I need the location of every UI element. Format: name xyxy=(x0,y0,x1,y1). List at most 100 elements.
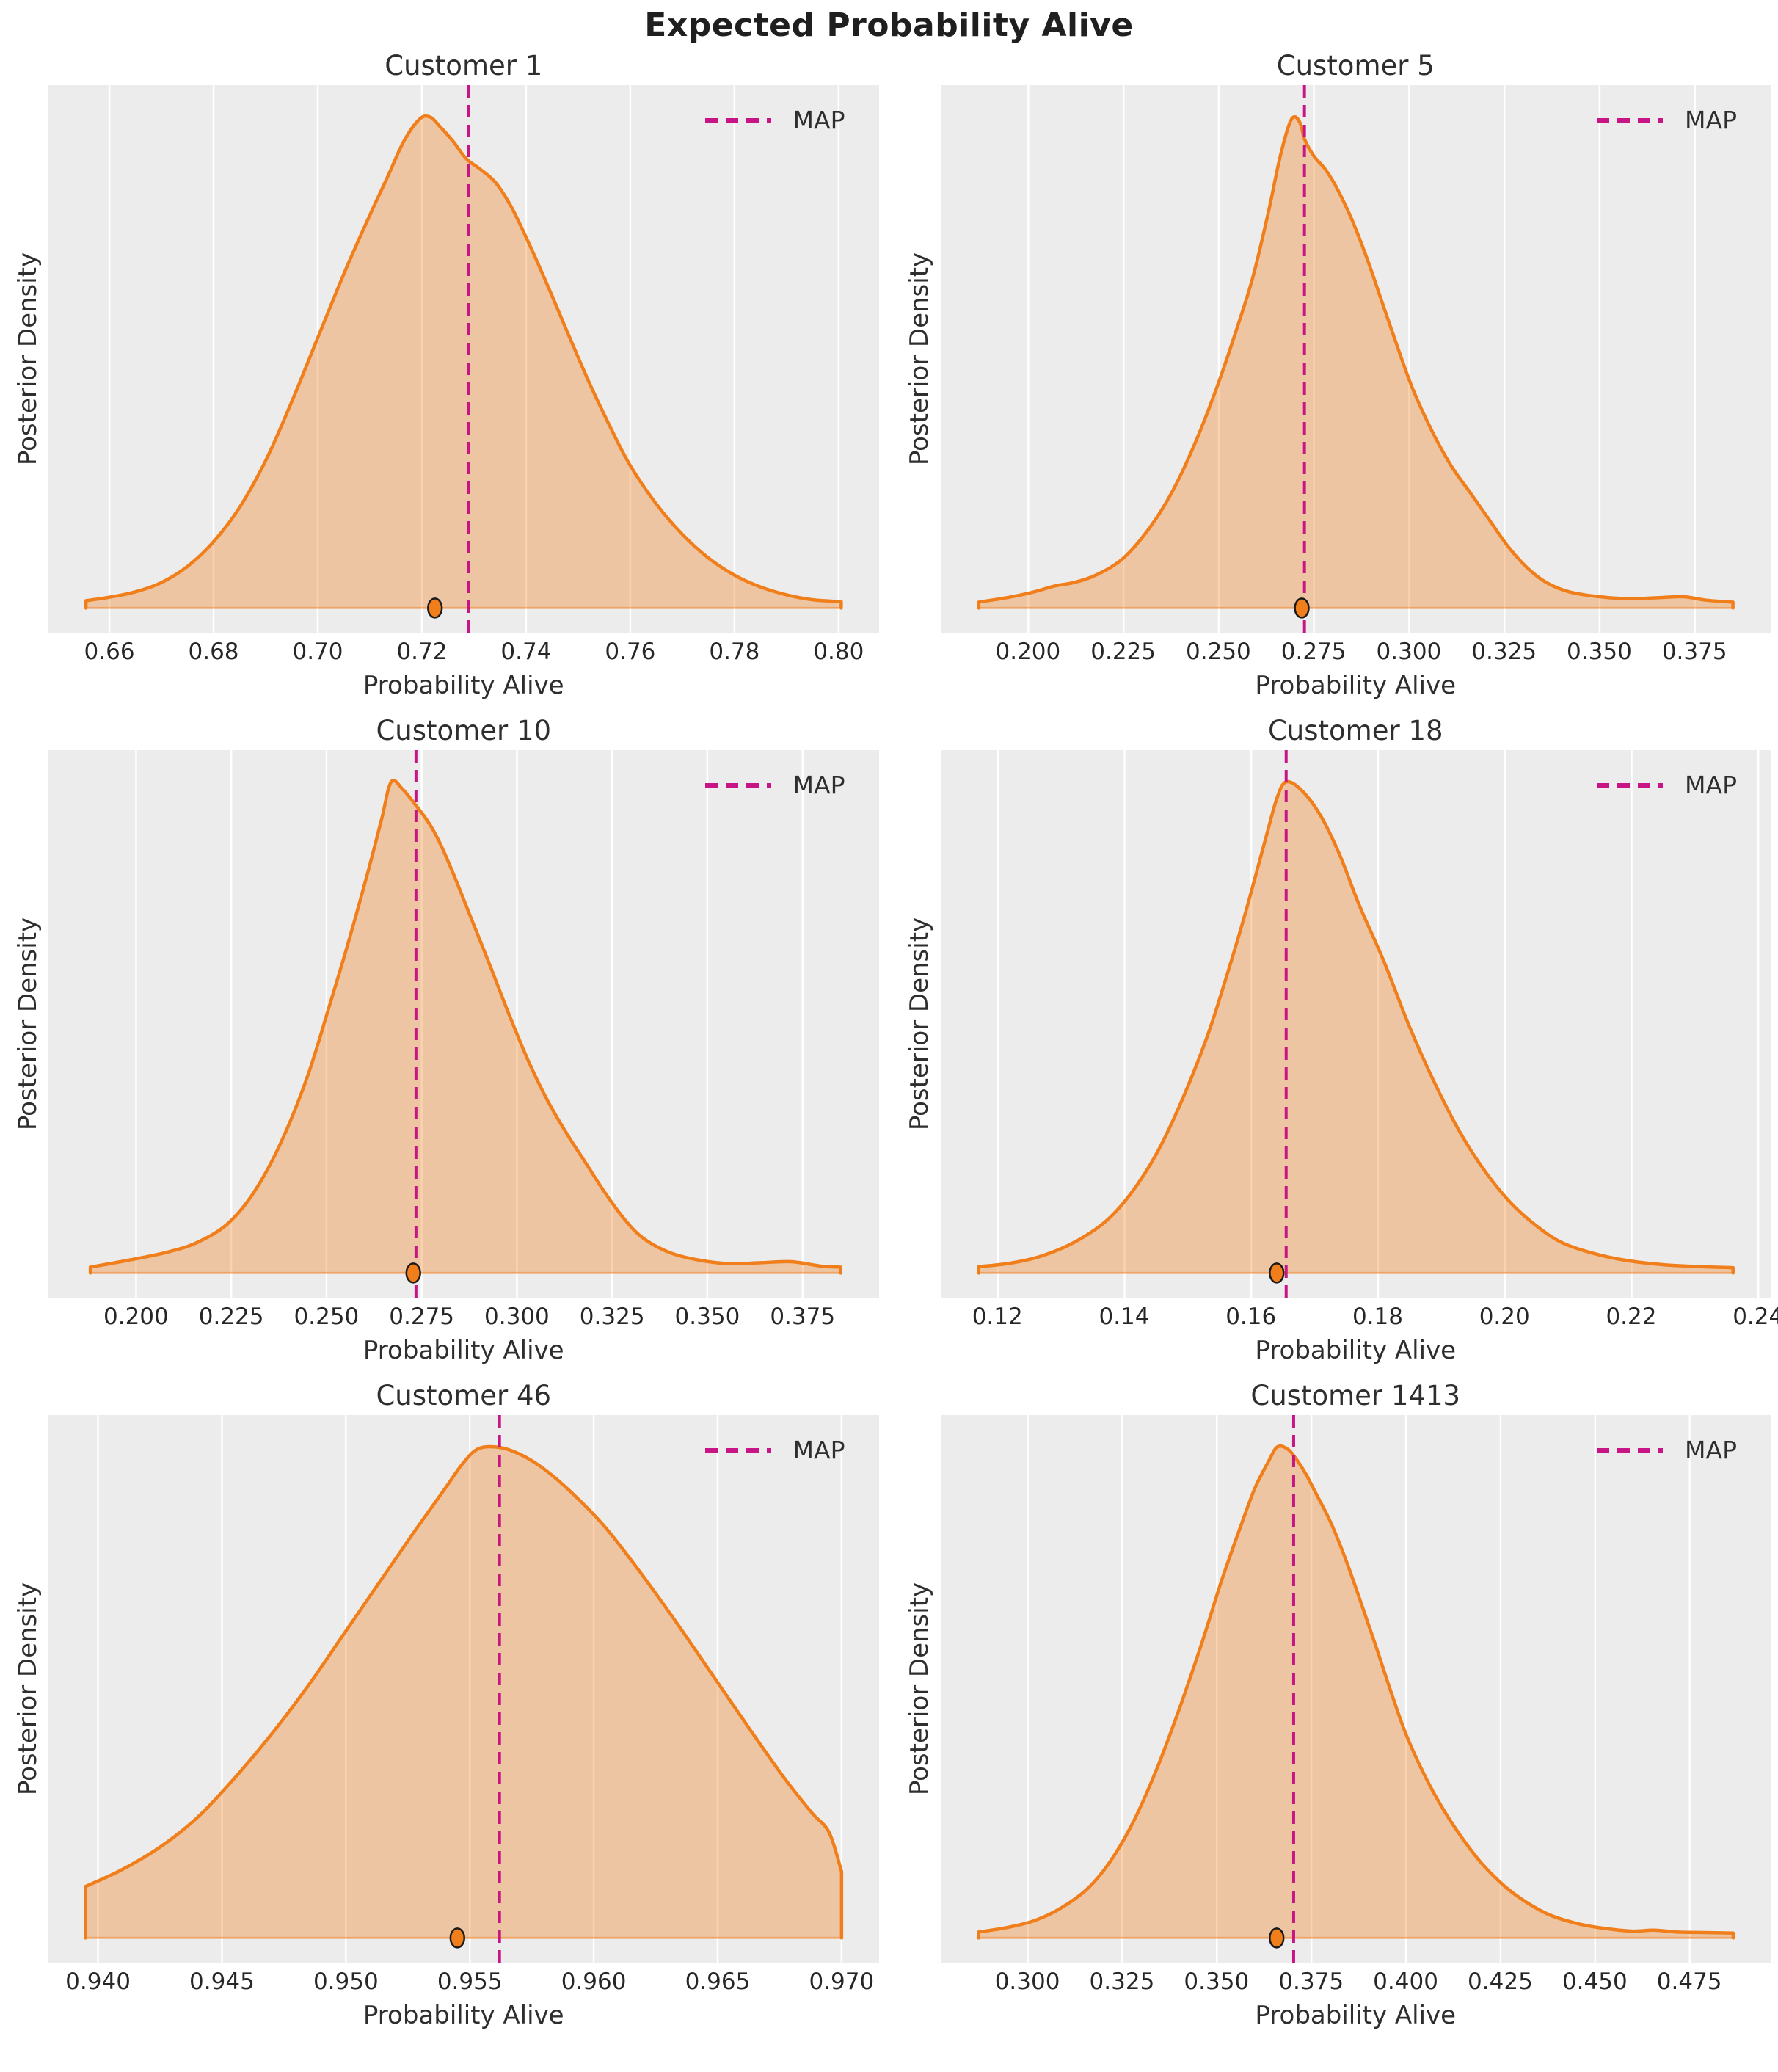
x-tick-label: 0.250 xyxy=(1186,639,1251,665)
x-tick-label: 0.80 xyxy=(813,639,864,665)
y-axis-label-text: Posterior Density xyxy=(905,252,935,466)
x-tick-label: 0.16 xyxy=(1225,1304,1277,1330)
subplot-customer-46: Customer 46 Posterior Density MAP 0.940 0… xyxy=(7,1377,879,2033)
x-tick-label: 0.78 xyxy=(709,639,760,665)
map-dashed-line-icon xyxy=(1597,782,1664,788)
subplot-title: Customer 1 xyxy=(385,50,543,81)
x-tick-label: 0.200 xyxy=(103,1304,169,1330)
subplot-title: Customer 10 xyxy=(376,715,552,746)
plot-area: MAP xyxy=(48,1415,879,1963)
x-tick-label: 0.14 xyxy=(1099,1304,1150,1330)
subplot-grid: Customer 1 Posterior Density MAP 0.66 0.6… xyxy=(7,47,1778,2033)
plot-area: MAP xyxy=(940,750,1771,1298)
y-axis-label-text: Posterior Density xyxy=(905,1582,935,1796)
legend-label: MAP xyxy=(1685,1436,1737,1464)
x-axis-label: Probability Alive xyxy=(362,671,564,700)
x-tick-label: 0.325 xyxy=(1089,1969,1155,1995)
subplot-customer-1413: Customer 1413 Posterior Density MAP 0.30… xyxy=(900,1377,1771,2033)
x-tick-label: 0.970 xyxy=(809,1969,875,1995)
x-tick-label: 0.275 xyxy=(389,1304,455,1330)
x-tick-label: 0.960 xyxy=(561,1969,627,1995)
y-axis-label: Posterior Density xyxy=(900,85,941,633)
x-tick-label: 0.275 xyxy=(1280,639,1347,665)
map-dashed-line-icon xyxy=(704,1447,771,1453)
x-axis-ticks: 0.200 0.225 0.250 0.275 0.300 0.325 0.350 0.375 xyxy=(48,1298,879,1334)
subplot-customer-10: Customer 10 Posterior Density MAP 0.200 0… xyxy=(7,712,879,1368)
x-axis-label: Probability Alive xyxy=(362,1336,564,1365)
subplot-title: Customer 46 xyxy=(376,1380,552,1411)
x-axis-label: Probability Alive xyxy=(1255,2001,1457,2030)
legend-label: MAP xyxy=(1685,106,1737,134)
subplot-title: Customer 1413 xyxy=(1250,1380,1461,1411)
x-tick-label: 0.68 xyxy=(188,639,239,665)
map-dashed-line-icon xyxy=(704,117,771,123)
x-tick-label: 0.350 xyxy=(1184,1969,1250,1995)
x-axis-label: Probability Alive xyxy=(362,2001,564,2030)
kde-density-plot xyxy=(88,750,842,1298)
subplot-customer-18: Customer 18 Posterior Density MAP 0.12 0.… xyxy=(900,712,1778,1368)
kde-density-plot xyxy=(977,85,1735,633)
x-tick-label: 0.66 xyxy=(84,639,135,665)
map-dashed-line-icon xyxy=(1597,117,1664,123)
plot-area: MAP xyxy=(48,750,879,1298)
subplot-title: Customer 5 xyxy=(1276,50,1435,81)
x-tick-label: 0.24 xyxy=(1733,1304,1778,1330)
x-tick-label: 0.375 xyxy=(1278,1969,1344,1995)
x-tick-label: 0.300 xyxy=(994,1969,1060,1995)
plot-area: MAP xyxy=(940,1415,1771,1963)
x-tick-label: 0.300 xyxy=(1376,639,1442,665)
legend: MAP xyxy=(1597,106,1737,134)
x-axis-ticks: 0.940 0.945 0.950 0.955 0.960 0.965 0.970 xyxy=(48,1963,879,1999)
x-tick-label: 0.375 xyxy=(1661,639,1727,665)
x-tick-label: 0.250 xyxy=(294,1304,360,1330)
map-dashed-line-icon xyxy=(704,782,771,788)
x-tick-label: 0.72 xyxy=(396,639,448,665)
x-axis-ticks: 0.12 0.14 0.16 0.18 0.20 0.22 0.24 xyxy=(941,1298,1778,1334)
legend-label: MAP xyxy=(793,771,845,799)
x-tick-label: 0.950 xyxy=(313,1969,379,1995)
x-tick-label: 0.18 xyxy=(1352,1304,1403,1330)
legend: MAP xyxy=(704,106,845,134)
x-tick-label: 0.12 xyxy=(972,1304,1023,1330)
subplot-customer-1: Customer 1 Posterior Density MAP 0.66 0.6… xyxy=(7,47,879,703)
x-tick-label: 0.300 xyxy=(484,1304,550,1330)
legend: MAP xyxy=(1597,1436,1737,1464)
x-axis-ticks: 0.200 0.225 0.250 0.275 0.300 0.325 0.350 0.375 xyxy=(941,633,1771,669)
x-tick-label: 0.350 xyxy=(674,1304,740,1330)
y-axis-label: Posterior Density xyxy=(900,1415,941,1963)
x-tick-label: 0.945 xyxy=(189,1969,255,1995)
x-axis-label: Probability Alive xyxy=(1255,671,1457,700)
y-axis-label: Posterior Density xyxy=(7,85,48,633)
x-tick-label: 0.375 xyxy=(770,1304,836,1330)
y-axis-label-text: Posterior Density xyxy=(13,1582,43,1796)
legend-label: MAP xyxy=(793,106,845,134)
x-axis-label: Probability Alive xyxy=(1255,1336,1457,1365)
plot-area: MAP xyxy=(48,85,879,633)
x-tick-label: 0.225 xyxy=(1090,639,1156,665)
y-axis-label-text: Posterior Density xyxy=(905,917,935,1131)
kde-density-plot xyxy=(84,1415,844,1963)
subplot-customer-5: Customer 5 Posterior Density MAP 0.200 0.… xyxy=(900,47,1771,703)
x-tick-label: 0.22 xyxy=(1606,1304,1657,1330)
x-tick-label: 0.425 xyxy=(1468,1969,1533,1995)
x-tick-label: 0.200 xyxy=(995,639,1061,665)
y-axis-label-text: Posterior Density xyxy=(13,917,43,1131)
x-tick-label: 0.225 xyxy=(198,1304,264,1330)
x-axis-ticks: 0.300 0.325 0.350 0.375 0.400 0.425 0.450 0.475 xyxy=(941,1963,1771,1999)
x-tick-label: 0.965 xyxy=(685,1969,751,1995)
x-tick-label: 0.20 xyxy=(1479,1304,1530,1330)
x-tick-label: 0.955 xyxy=(437,1969,503,1995)
kde-density-plot xyxy=(976,1415,1735,1963)
subplot-title: Customer 18 xyxy=(1267,715,1443,746)
x-tick-label: 0.325 xyxy=(1471,639,1537,665)
plot-area: MAP xyxy=(940,85,1771,633)
x-tick-label: 0.450 xyxy=(1562,1969,1628,1995)
x-tick-label: 0.70 xyxy=(292,639,343,665)
x-tick-label: 0.325 xyxy=(579,1304,645,1330)
x-tick-label: 0.76 xyxy=(605,639,656,665)
kde-density-plot xyxy=(977,750,1759,1298)
kde-density-plot xyxy=(84,85,843,633)
y-axis-label: Posterior Density xyxy=(7,1415,48,1963)
y-axis-label-text: Posterior Density xyxy=(13,252,43,466)
